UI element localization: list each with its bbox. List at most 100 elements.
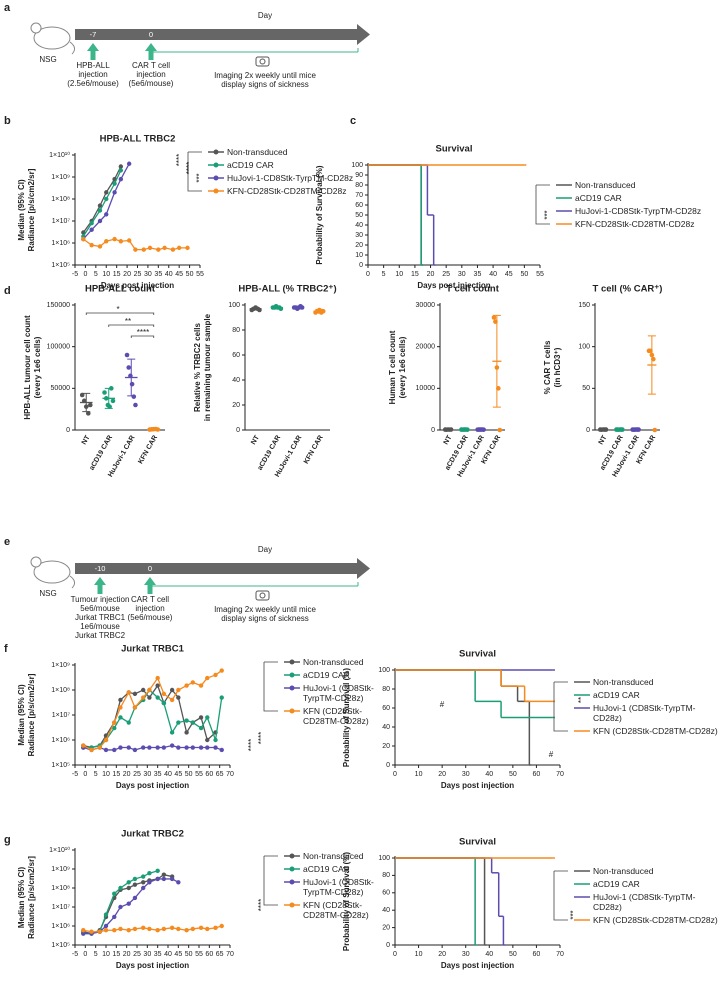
y-tick-label: 80: [382, 686, 390, 693]
significance-bracket: [108, 324, 155, 327]
y-tick-label: 1×10⁵: [51, 262, 70, 269]
data-point: [112, 190, 117, 195]
y-tick-label: 1×10⁸: [51, 196, 70, 203]
legend-marker: [289, 902, 295, 908]
x-tick-label: 15: [113, 271, 121, 278]
y-axis-label: Radiance [p/s/cm2/sr]: [27, 673, 36, 756]
data-point: [155, 745, 160, 750]
data-point: [169, 730, 175, 735]
data-point: [169, 697, 175, 703]
legend-entry: Non-transduced: [208, 147, 358, 157]
mouse-ear: [30, 556, 42, 568]
legend-swatch: [574, 870, 590, 872]
data-point: [190, 745, 195, 750]
injection-text: CAR T cell: [131, 595, 169, 604]
data-point: [133, 402, 138, 408]
legend-label: KFN (CD28Stk-CD28TM-CD28z): [593, 915, 718, 925]
data-point: [161, 926, 167, 932]
data-point: [198, 925, 204, 931]
legend: Non-transduced aCD19 CAR HuJovi-1-CD8Stk-T…: [556, 180, 722, 229]
data-point: [169, 687, 175, 693]
chart-title: HPB-ALL TRBC2: [100, 134, 176, 145]
legend-entry: aCD19 CAR: [574, 879, 722, 889]
data-point: [184, 683, 189, 688]
y-tick-label: 40: [232, 377, 240, 384]
x-axis-label: Days post injection: [441, 961, 514, 970]
x-tick-label: 10: [415, 771, 423, 778]
y-tick-label: 20000: [416, 344, 436, 351]
injection-text: Tumour injection: [71, 595, 130, 604]
x-tick-label: 55: [196, 271, 204, 278]
legend-swatch: [284, 853, 300, 859]
y-axis-label: (every 1e6 cells): [33, 336, 42, 398]
camera-icon: [255, 590, 270, 601]
data-point: [79, 392, 85, 398]
x-tick-label: 5: [94, 271, 98, 278]
legend-label: aCD19 CAR: [593, 879, 640, 889]
injection-text: (5e6/mouse): [128, 613, 173, 622]
data-point: [132, 876, 138, 882]
data-point: [184, 928, 189, 933]
data-point: [198, 725, 204, 731]
data-point: [141, 687, 146, 693]
x-tick-label: 60: [205, 951, 213, 958]
x-tick-label: 60: [533, 951, 541, 958]
data-point: [190, 926, 195, 932]
y-axis-label: Median (95% CI): [17, 866, 26, 928]
data-point: [161, 872, 167, 877]
y-axis-label: (every 1e6 cells): [398, 336, 407, 398]
data-point: [141, 925, 146, 931]
mouse-label: NSG: [39, 589, 56, 598]
series-line: [83, 870, 158, 935]
x-tick-label: 10: [102, 951, 110, 958]
y-tick-label: 1×10⁷: [52, 904, 71, 911]
legend-label: Non-transduced: [303, 657, 364, 667]
data-point: [112, 914, 117, 920]
x-tick-label: 50: [186, 271, 194, 278]
x-tick-label: 25: [133, 951, 141, 958]
significance-label: ****: [257, 899, 266, 911]
significance-label: ****: [175, 154, 184, 166]
y-tick-label: 50: [582, 385, 590, 392]
x-tick-label: 25: [442, 271, 450, 278]
data-point: [97, 745, 103, 750]
legend-entry: aCD19 CAR: [284, 864, 388, 874]
injection-text: (2.5e6/mouse): [67, 79, 119, 88]
chart-title: Survival: [436, 144, 473, 155]
legend-entry: HuJovi-1 (CD8Stk-TyrpTM-CD28z): [284, 877, 388, 897]
y-tick-label: 50000: [51, 385, 71, 392]
legend-label: KFN-CD28Stk-CD28TM-CD28z: [227, 186, 347, 196]
legend-entry: KFN (CD28Stk-CD28TM-CD28z): [574, 726, 722, 736]
error-bar: [294, 305, 303, 310]
y-tick-label: 1×10⁵: [51, 942, 70, 949]
x-tick-label: 20: [438, 771, 446, 778]
injection-arrow: [145, 43, 157, 60]
legend-marker: [289, 866, 295, 872]
x-tick-label: 0: [393, 771, 397, 778]
legend-label: Non-transduced: [593, 677, 654, 687]
legend-entry: HuJovi-1-CD8Stk-TyrpTM-CD28z: [208, 173, 358, 183]
y-tick-label: 70: [355, 192, 363, 199]
x-tick-label: 70: [226, 771, 234, 778]
significance-label: ****: [185, 162, 194, 174]
y-axis-label: HPB-ALL tumour cell count: [23, 315, 32, 420]
x-tick-label: 70: [226, 951, 234, 958]
x-tick-label: 25: [133, 771, 141, 778]
day-label: Day: [258, 545, 272, 554]
data-point: [112, 891, 117, 896]
series-line: [82, 166, 122, 233]
legend-entry: HuJovi-1 (CD8Stk-TyrpTM-CD28z): [574, 703, 722, 723]
data-point: [118, 697, 123, 703]
significance-bracket: [553, 870, 568, 921]
data-point: [184, 718, 189, 723]
y-tick-label: 20: [355, 242, 363, 249]
y-tick-label: 50: [355, 212, 363, 219]
legend-swatch: [574, 883, 590, 885]
x-tick-label: 55: [195, 951, 203, 958]
mouse-icon: [33, 560, 71, 584]
legend: Non-transduced aCD19 CAR HuJovi-1 (CD8Stk-…: [284, 657, 388, 726]
x-tick-label: 50: [185, 771, 193, 778]
timeline-head: [357, 558, 370, 579]
chart-title: HPB-ALL count: [85, 284, 156, 295]
data-point: [126, 928, 131, 933]
